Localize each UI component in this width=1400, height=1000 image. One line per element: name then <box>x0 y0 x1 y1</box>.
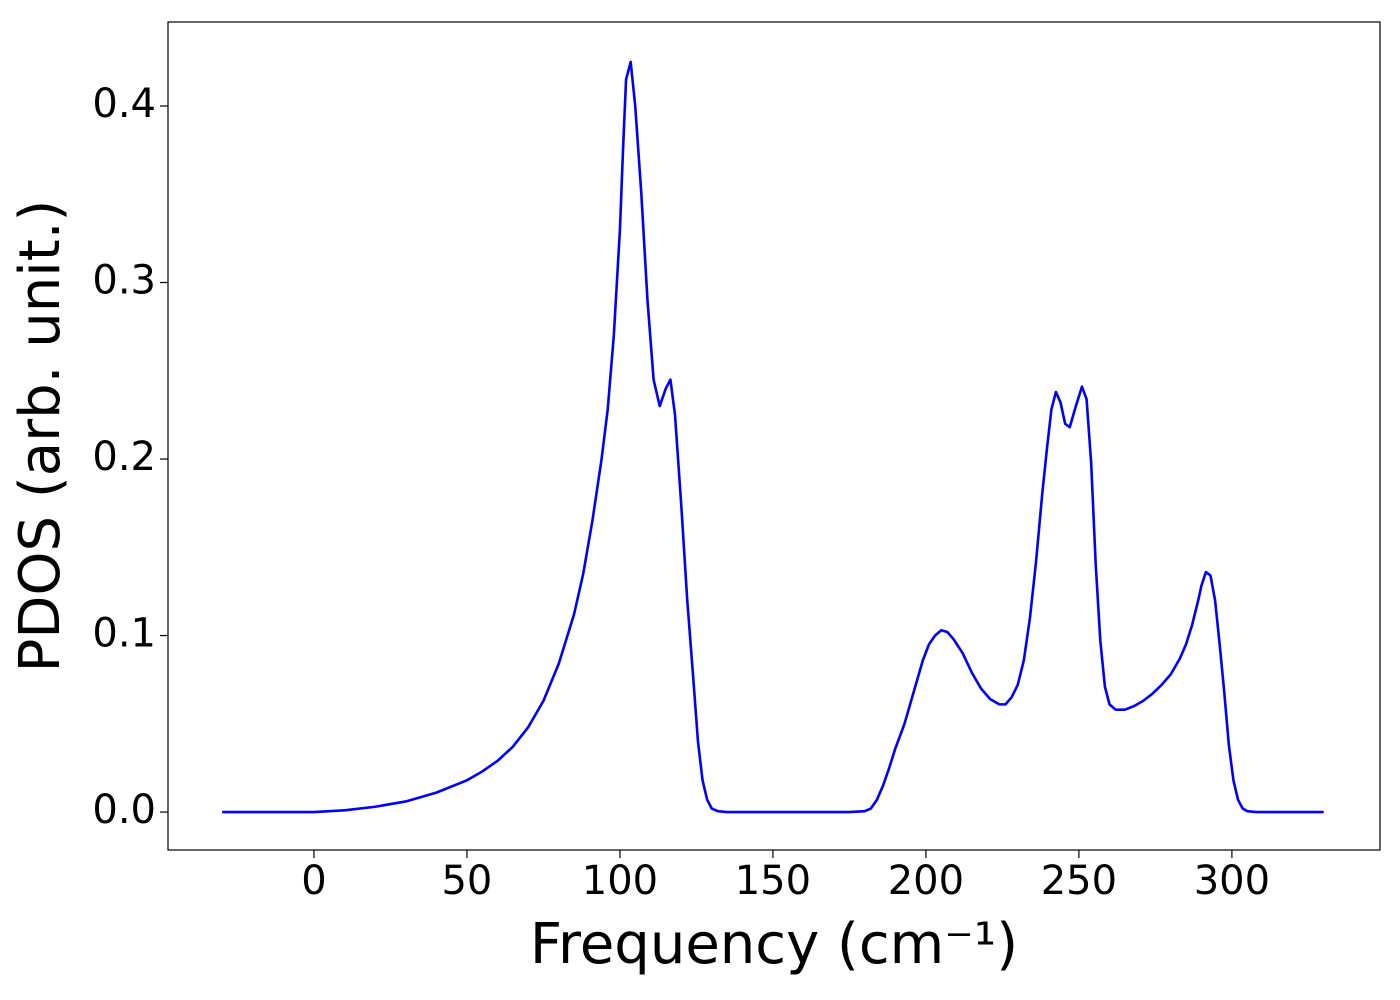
x-tick-label: 0 <box>301 858 326 904</box>
y-tick-label: 0.0 <box>92 787 156 833</box>
x-tick-label: 50 <box>441 858 492 904</box>
x-tick-label: 100 <box>582 858 658 904</box>
y-tick-label: 0.2 <box>92 434 156 480</box>
x-tick-label: 200 <box>888 858 964 904</box>
y-tick-label: 0.1 <box>92 611 156 657</box>
axes-frame <box>167 21 1381 851</box>
y-axis-label: PDOS (arb. unit.) <box>8 200 73 673</box>
x-tick-label: 150 <box>735 858 811 904</box>
x-tick-label: 300 <box>1194 858 1270 904</box>
y-tick-label: 0.4 <box>92 81 156 127</box>
y-tick-label: 0.3 <box>92 258 156 304</box>
data-line <box>222 60 1324 814</box>
x-tick-label: 250 <box>1041 858 1117 904</box>
x-axis-label: Frequency (cm⁻¹) <box>530 912 1018 977</box>
